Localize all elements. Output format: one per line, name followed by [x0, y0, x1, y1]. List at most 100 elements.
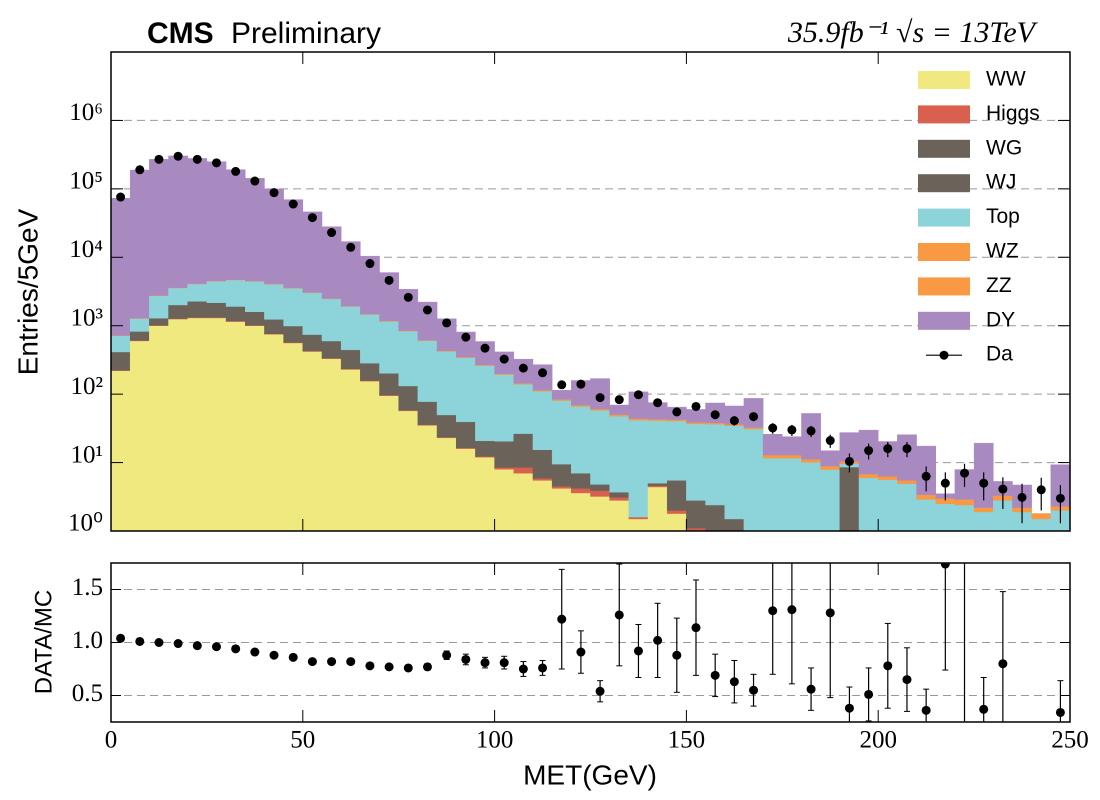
- stack-segment: [628, 516, 649, 520]
- stack-segment: [168, 155, 188, 288]
- stack-segment: [762, 457, 783, 531]
- stack-segment: [340, 349, 361, 368]
- stack-segment: [897, 481, 917, 485]
- stack-segment: [436, 351, 457, 416]
- x-tick-label: 100: [476, 727, 514, 754]
- ratio-point: [595, 686, 605, 696]
- data-point: [346, 242, 356, 252]
- stack-segment: [897, 483, 917, 531]
- stack-segment: [417, 401, 438, 424]
- stack-segment: [302, 211, 323, 293]
- data-point: [154, 154, 164, 164]
- stack-segment: [283, 199, 304, 289]
- stack-segment: [609, 404, 630, 415]
- stack-segment: [206, 280, 227, 303]
- stack-segment: [877, 477, 898, 481]
- stack-segment: [954, 499, 975, 502]
- stack-segment: [111, 370, 131, 531]
- stack-segment: [571, 488, 591, 494]
- stack-segment: [283, 342, 304, 531]
- ratio-y-axis-label: DATA/MC: [30, 590, 57, 694]
- x-tick-label: 0: [105, 727, 118, 754]
- x-axis-label: MET(GeV): [523, 759, 657, 790]
- stack-segment: [264, 283, 284, 320]
- ratio-point: [403, 663, 413, 673]
- legend-swatch: [918, 71, 970, 89]
- chart-subtitle: Preliminary: [231, 17, 381, 50]
- stack-segment: [916, 499, 936, 531]
- data-point: [116, 192, 126, 202]
- stack-segment: [609, 491, 630, 497]
- ratio-point: [422, 662, 432, 672]
- ratio-point: [787, 605, 797, 615]
- ratio-point: [211, 642, 221, 652]
- ratio-point: [307, 657, 317, 667]
- stack-segment: [609, 415, 630, 493]
- stack-segment: [590, 484, 610, 491]
- stack-segment: [360, 380, 380, 531]
- stack-segment: [264, 319, 284, 334]
- stack-segment: [878, 546, 897, 599]
- ratio-point: [461, 654, 471, 664]
- ratio-point: [327, 657, 337, 667]
- stack-segment: [762, 455, 783, 459]
- y-tick-label: 10¹: [71, 441, 104, 468]
- stack-segment: [706, 534, 725, 536]
- stack-segment: [513, 467, 534, 474]
- data-point: [518, 363, 528, 373]
- ratio-frame: [110, 562, 1071, 723]
- legend-swatch: [918, 277, 970, 296]
- ratio-point: [960, 426, 969, 435]
- legend-swatch: [918, 243, 970, 261]
- stack-segment: [897, 434, 917, 481]
- data-point: [269, 188, 279, 198]
- stack-segment: [820, 469, 841, 531]
- stack-segment: [455, 357, 476, 423]
- legend-label: WG: [986, 136, 1022, 159]
- ratio-point: [1055, 707, 1065, 717]
- ratio-point: [154, 638, 164, 647]
- stack-segment: [725, 536, 744, 552]
- stack-segment: [743, 428, 764, 531]
- data-point: [672, 407, 682, 417]
- data-point: [384, 275, 394, 285]
- ratio-point: [672, 650, 682, 660]
- data-point: [231, 166, 241, 176]
- data-point: [825, 436, 835, 446]
- stack-segment: [840, 546, 859, 599]
- stack-segment: [666, 513, 687, 531]
- ratio-point: [192, 641, 202, 651]
- ratio-point: [614, 610, 624, 620]
- stack-segment: [859, 567, 878, 600]
- ratio-point: [940, 563, 950, 569]
- x-tick-label: 250: [1051, 727, 1089, 754]
- data-point: [729, 416, 739, 426]
- stack-segment: [111, 198, 131, 336]
- stack-segment: [417, 340, 438, 402]
- stack-segment: [149, 295, 169, 319]
- data-point: [557, 380, 567, 390]
- stack-segment: [897, 552, 916, 600]
- y-tick-label: 0.5: [72, 680, 103, 707]
- data-point: [480, 343, 490, 353]
- stack-segment: [532, 390, 553, 450]
- stack-segment: [417, 425, 438, 531]
- data-point: [749, 412, 759, 422]
- stack-segment: [666, 503, 687, 511]
- stack-segment: [187, 158, 208, 284]
- stack-segment: [571, 406, 591, 474]
- data-point: [844, 456, 854, 466]
- legend-swatch: [918, 139, 970, 158]
- stack-segment: [129, 169, 150, 319]
- data-point: [499, 354, 509, 364]
- data-point: [327, 228, 337, 238]
- stack-segment: [744, 536, 763, 558]
- stack-segment: [475, 365, 495, 442]
- stack-segment: [187, 301, 208, 317]
- ratio-point: [653, 635, 663, 645]
- legend-swatch: [918, 174, 970, 193]
- stack-segment: [686, 409, 706, 423]
- legend-label: WJ: [986, 171, 1016, 194]
- stack-segment: [129, 331, 150, 340]
- data-point: [442, 318, 452, 328]
